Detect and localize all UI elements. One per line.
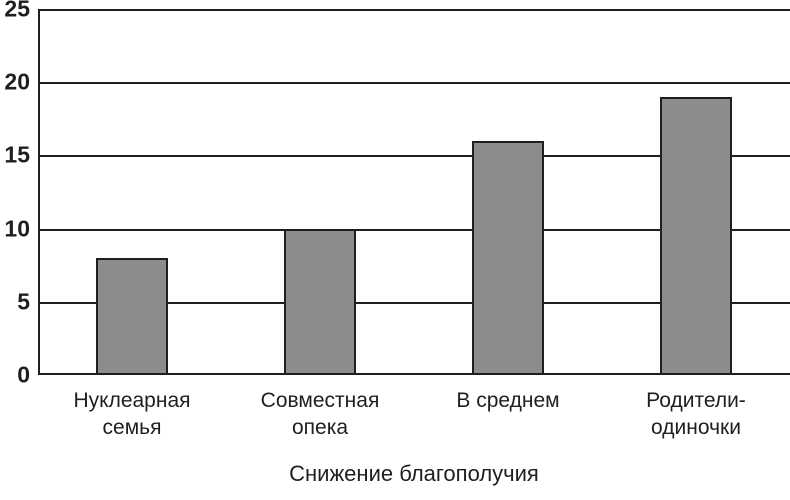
bar-4 [660, 96, 732, 375]
y-tick-label: 25 [4, 0, 30, 22]
category-label: Нуклеарная семья [73, 389, 191, 439]
bar-1 [96, 257, 168, 375]
y-axis-line [38, 9, 40, 375]
x-axis-line [38, 373, 790, 375]
x-axis-category-labels: Нуклеарная семья Совместная опека В средне… [38, 387, 790, 441]
y-tick-label: 15 [4, 141, 30, 168]
category-label: Родители-одиночки [646, 389, 746, 439]
gridline [38, 9, 790, 11]
gridline [38, 301, 790, 304]
category-label: В среднем [456, 389, 560, 412]
y-tick-label: 5 [17, 288, 30, 315]
gridline [38, 228, 790, 231]
y-tick-label: 10 [4, 215, 30, 242]
gridline [38, 155, 790, 158]
gridline [38, 82, 790, 85]
y-tick-label: 20 [4, 68, 30, 95]
x-axis-title: Снижение благополучия [289, 461, 539, 486]
plot-area [38, 9, 790, 375]
bar-3 [472, 140, 544, 375]
category-label: Совместная опека [260, 389, 380, 439]
y-tick-label: 0 [17, 361, 30, 388]
bar-2 [284, 228, 356, 375]
